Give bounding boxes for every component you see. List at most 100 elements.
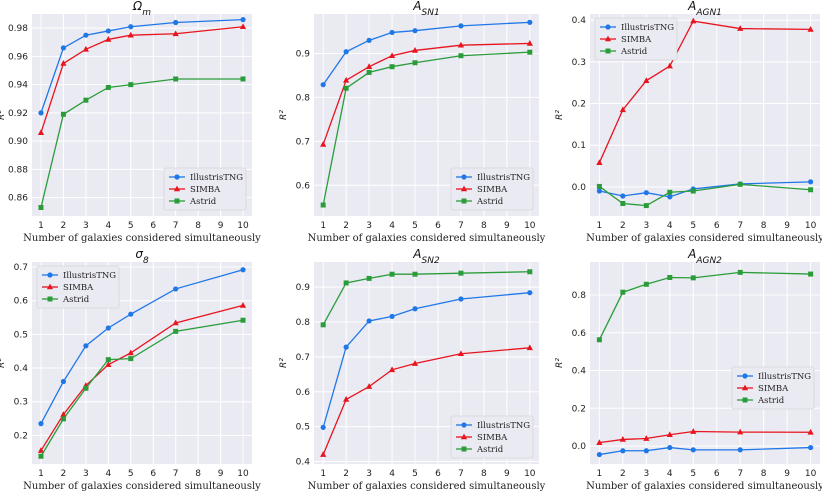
panel-6-series-astrid-point bbox=[808, 271, 814, 277]
panel-3-legend-simba-marker bbox=[604, 35, 612, 42]
panel-3-x-tick-label: 6 bbox=[714, 221, 720, 231]
panel-6-series-illustristng-point bbox=[596, 451, 602, 458]
panel-6-x-tick-label: 9 bbox=[784, 469, 790, 479]
panel-4-y-tick-label: 0.2 bbox=[14, 431, 28, 441]
panel-1-series-simba-point bbox=[37, 129, 45, 135]
panel-6-legend-simba-label: SIMBA bbox=[758, 384, 789, 394]
panel-6-plot-area bbox=[590, 262, 820, 464]
panel-6-legend-simba-marker bbox=[741, 384, 749, 391]
panel-4-series-illustristng-point bbox=[38, 421, 44, 427]
panel-2-series-astrid-point bbox=[366, 69, 372, 75]
panel-4-series-astrid-point bbox=[83, 385, 89, 391]
panel-6-legend-illustristng-marker bbox=[742, 373, 748, 379]
panel-3-legend-astrid-marker bbox=[605, 48, 611, 54]
panel-6-x-tick-label: 4 bbox=[667, 469, 673, 479]
panel-5-y-tick-label: 0.4 bbox=[296, 458, 311, 468]
panel-5-series-astrid-point bbox=[527, 269, 533, 275]
panel-4-x-tick-label: 4 bbox=[105, 469, 111, 479]
panel-1-series-astrid-point bbox=[83, 97, 89, 103]
panel-2-series-astrid-point bbox=[389, 64, 395, 70]
panel-1-x-tick-label: 1 bbox=[38, 221, 44, 231]
panel-1-x-tick-label: 4 bbox=[105, 221, 111, 231]
panel-5-series-astrid-point bbox=[458, 270, 464, 276]
panel-2-series-illustristng-point bbox=[343, 49, 349, 55]
panel-5-legend-illustristng-label: IllustrisTNG bbox=[477, 421, 530, 431]
panel-5-series-simba-point bbox=[411, 360, 419, 366]
panel-6-x-tick-label: 10 bbox=[805, 469, 817, 479]
panel-6-series-astrid-point bbox=[690, 275, 696, 281]
panel-1-series-simba-point bbox=[172, 30, 179, 37]
panel-6-series-astrid-point bbox=[643, 281, 649, 287]
panel-3-series-illustristng-point bbox=[643, 190, 649, 196]
panel-1-y-tick-label: 0.92 bbox=[8, 109, 28, 119]
panel-6-series-simba-point bbox=[807, 428, 814, 435]
panel-4-series-astrid-point bbox=[105, 357, 111, 363]
panel-4-legend: IllustrisTNG SIMBA Astrid bbox=[36, 265, 120, 309]
panel-3-legend: IllustrisTNG SIMBA Astrid bbox=[594, 17, 678, 61]
panel-5-legend-box bbox=[450, 415, 534, 459]
panel-2-series-simba-point bbox=[526, 40, 533, 46]
panel-2-x-axis-label: Number of galaxies considered simultaneo… bbox=[308, 233, 546, 244]
panel-6-series-simba-point bbox=[690, 428, 697, 434]
panel-5-series-illustristng-point bbox=[412, 306, 418, 312]
panel-4-legend-illustristng-marker bbox=[47, 272, 53, 278]
panel-1-y-tick-label: 0.98 bbox=[8, 24, 28, 34]
panel-6-legend: IllustrisTNG SIMBA Astrid bbox=[731, 366, 815, 410]
panel-6-series-simba-point bbox=[596, 439, 603, 445]
panel-2-series-illustristng-point bbox=[389, 29, 395, 36]
panel-5-series-astrid-point bbox=[343, 280, 349, 286]
panel-3-series-illustristng-point bbox=[620, 193, 626, 199]
panel-2-series-simba-point bbox=[366, 63, 373, 69]
panel-1-x-tick-label: 10 bbox=[237, 221, 249, 231]
panel-4-series-simba-point bbox=[60, 411, 67, 417]
panel-2-series-illustristng-point bbox=[527, 19, 533, 25]
panel-4-x-tick-label: 10 bbox=[237, 469, 249, 479]
panel-4-x-tick-label: 7 bbox=[173, 469, 179, 479]
panel-5-legend-illustristng-marker bbox=[461, 422, 467, 428]
panel-4-series-simba-point bbox=[172, 319, 179, 326]
panel-1-y-tick-label: 0.96 bbox=[8, 52, 28, 62]
panel-2: 0.6 0.7 0.8 0.9 1 2 3 4 5 6 7 8 9 10 ASN1 Number of gal… bbox=[279, 0, 546, 244]
panel-5-series-illustristng-point bbox=[320, 424, 326, 430]
panel-5-series-illustristng-point bbox=[527, 290, 533, 296]
panel-2-x-tick-label: 4 bbox=[389, 221, 395, 231]
panel-1-legend-astrid-label: Astrid bbox=[189, 197, 217, 207]
panel-2-x-tick-label: 3 bbox=[366, 221, 372, 231]
panel-5-legend: IllustrisTNG SIMBA Astrid bbox=[450, 415, 534, 459]
panel-6-series-astrid-point bbox=[667, 274, 673, 280]
panel-6-series-astrid-point bbox=[596, 337, 602, 343]
panel-3-x-tick-label: 1 bbox=[597, 221, 603, 231]
panel-5-y-tick-label: 0.5 bbox=[296, 423, 310, 433]
panel-6-series-illustristng-point bbox=[620, 448, 626, 454]
panel-2-series-simba-point bbox=[388, 52, 396, 59]
panel-6-x-axis-label: Number of galaxies considered simultaneo… bbox=[586, 481, 822, 492]
panel-3-legend-simba-label: SIMBA bbox=[621, 35, 652, 45]
panel-5-legend-simba-label: SIMBA bbox=[477, 433, 508, 443]
panel-5-series-illustristng-point bbox=[389, 313, 395, 320]
panel-3-series-simba-point bbox=[690, 17, 697, 24]
panel-4-series-illustristng-point bbox=[83, 343, 89, 349]
panel-6-series-simba-point bbox=[643, 435, 650, 441]
panel-3-series-simba-point bbox=[666, 62, 673, 69]
panel-3-series-simba-point bbox=[596, 159, 603, 165]
panel-6-x-tick-label: 3 bbox=[643, 469, 649, 479]
panel-3-x-tick-label: 5 bbox=[690, 221, 696, 231]
panel-4-series-simba-point bbox=[239, 302, 247, 308]
panel-1-series-simba-point bbox=[127, 31, 134, 38]
panel-1-legend-illustristng-label: IllustrisTNG bbox=[190, 173, 243, 183]
panel-1-x-axis-label: Number of galaxies considered simultaneo… bbox=[23, 233, 261, 244]
panel-2-series-astrid-point bbox=[458, 53, 464, 59]
panel-1-legend-simba-marker bbox=[173, 185, 181, 192]
panel-6: 0.0 0.2 0.4 0.6 0.8 1 2 3 4 5 6 7 8 9 10 AAGN2 Number of… bbox=[555, 247, 822, 492]
panel-3-x-tick-label: 9 bbox=[784, 221, 790, 231]
panel-6-series-illustristng-point bbox=[643, 448, 649, 454]
panel-4: 0.2 0.3 0.4 0.5 0.6 0.7 1 2 3 4 5 6 7 8 9 10 σ8 Number of… bbox=[0, 247, 261, 492]
panel-3-legend-illustristng-marker bbox=[605, 24, 611, 30]
panel-1-y-tick-label: 0.94 bbox=[8, 81, 28, 91]
panel-1-series-simba-point bbox=[105, 36, 112, 42]
panel-1-x-tick-label: 2 bbox=[61, 221, 67, 231]
panel-5-series-illustristng-point bbox=[458, 296, 464, 302]
panel-2-x-tick-label: 1 bbox=[320, 221, 326, 231]
panel-5-series-simba-point bbox=[526, 344, 533, 351]
panel-1-x-tick-label: 9 bbox=[218, 221, 224, 231]
